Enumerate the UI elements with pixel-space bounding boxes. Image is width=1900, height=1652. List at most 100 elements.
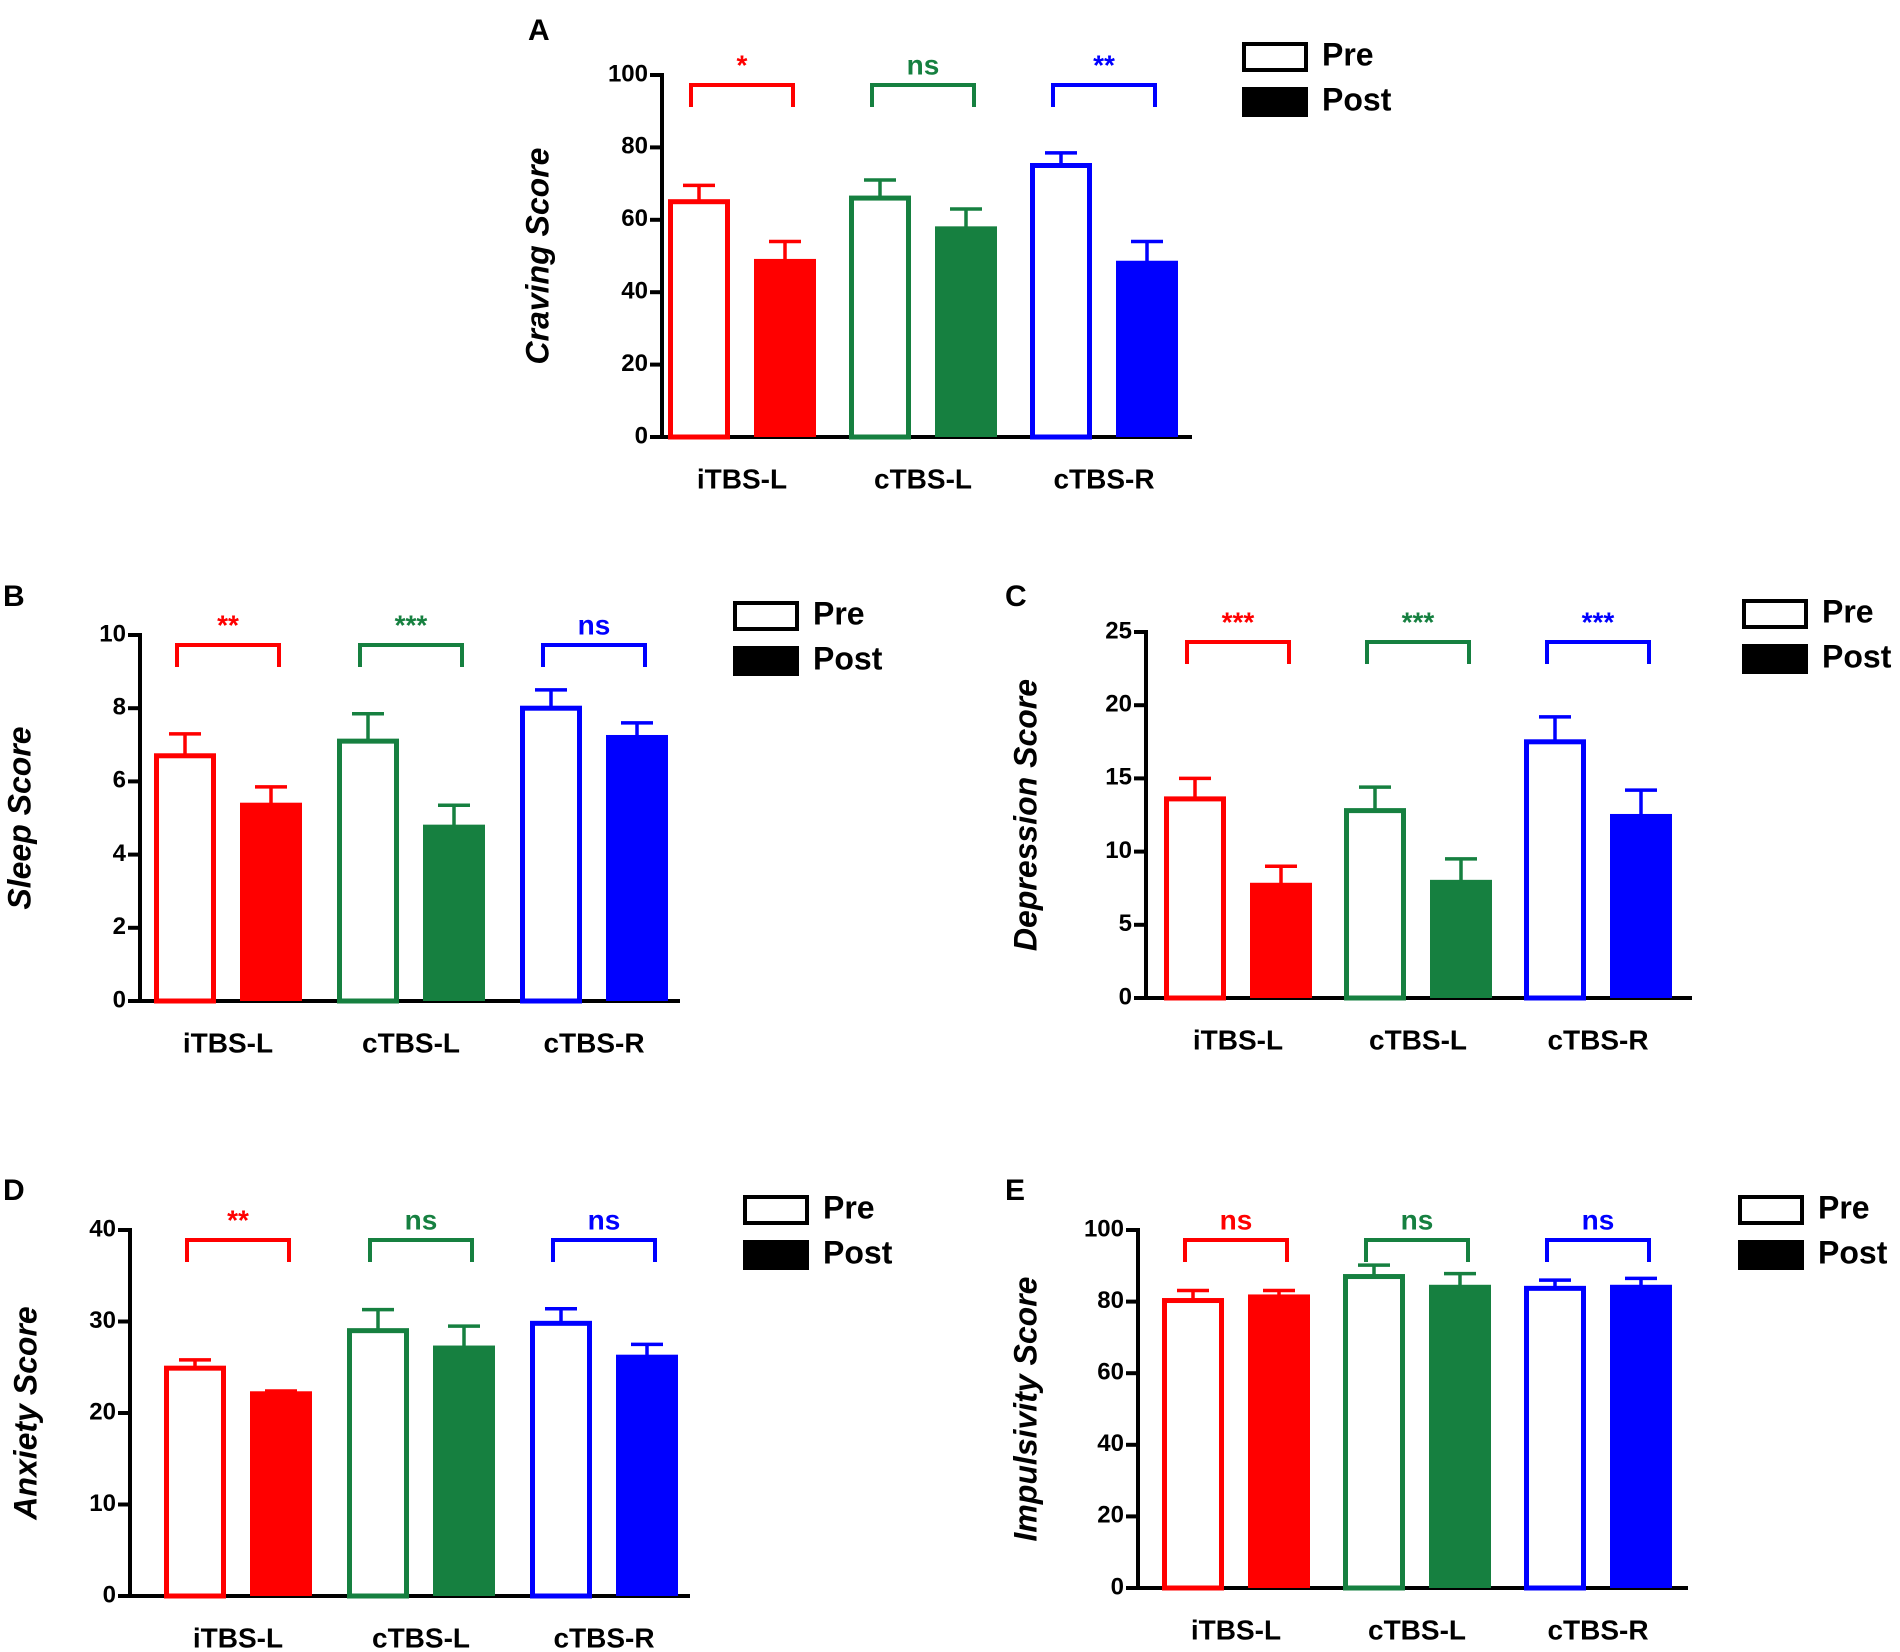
y-tick-label: 0 (1119, 983, 1132, 1010)
panel-label: C (1005, 580, 1027, 613)
y-tick-label: 0 (113, 986, 126, 1013)
y-tick-label: 60 (1097, 1359, 1124, 1386)
legend-swatch-post (1242, 87, 1308, 117)
legend-label: Pre (1818, 1189, 1870, 1225)
significance-label: ns (578, 609, 611, 640)
y-tick-label: 6 (113, 767, 126, 794)
significance-bracket (541, 643, 647, 667)
y-tick-label: 10 (89, 1490, 116, 1517)
y-tick-label: 20 (89, 1398, 116, 1425)
bar-pre (530, 1320, 592, 1599)
significance-bracket (1183, 1238, 1289, 1262)
significance-bracket (1365, 640, 1471, 664)
y-tick-label: 20 (1105, 691, 1132, 718)
chart-panel-b: B Sleep Score 0 2 4 6 8 10 iTBS-L ** cTBS-L *** cTBS… (1, 580, 882, 1058)
legend-swatch-post (743, 1240, 809, 1270)
y-tick-label: 100 (608, 60, 648, 87)
bar-post (1610, 813, 1672, 998)
y-tick-label: 80 (621, 133, 648, 160)
panel-label: E (1005, 1174, 1025, 1207)
y-axis-title: Sleep Score (1, 726, 37, 909)
bar-post (1429, 1284, 1491, 1588)
bar-post (240, 802, 302, 1001)
bar-post (754, 258, 816, 437)
bar-post (1250, 882, 1312, 998)
y-tick-label: 10 (1105, 837, 1132, 864)
significance-bracket (175, 643, 281, 667)
bar-pre (1524, 1285, 1586, 1591)
x-category-label: iTBS-L (183, 1027, 273, 1058)
bar-post (1248, 1294, 1310, 1588)
legend-swatch-pre (743, 1195, 809, 1225)
legend-label: Pre (1322, 36, 1374, 72)
bar-pre (164, 1365, 226, 1599)
legend-swatch-pre (1742, 599, 1808, 629)
x-category-label: iTBS-L (193, 1622, 283, 1652)
significance-bracket (870, 83, 976, 107)
y-tick-label: 15 (1105, 764, 1132, 791)
legend-label: Post (1822, 638, 1892, 674)
significance-label: ns (588, 1204, 621, 1235)
significance-label: *** (1222, 606, 1255, 637)
x-category-label: cTBS-R (1547, 1024, 1648, 1055)
y-tick-label: 10 (99, 620, 126, 647)
panel-label: D (3, 1174, 25, 1207)
significance-bracket (358, 643, 464, 667)
significance-label: *** (1582, 606, 1615, 637)
x-category-label: cTBS-L (372, 1622, 470, 1652)
significance-label: *** (395, 609, 428, 640)
significance-bracket (368, 1238, 474, 1262)
legend-label: Pre (1822, 593, 1874, 629)
significance-label: * (737, 49, 748, 80)
bar-pre (849, 195, 911, 440)
panel-label: A (528, 14, 550, 47)
bar-pre (1524, 739, 1586, 1001)
significance-label: ns (1582, 1204, 1615, 1235)
bar-post (606, 734, 668, 1001)
bar-pre (1164, 796, 1226, 1001)
bar-post (1610, 1284, 1672, 1588)
legend-swatch-post (733, 646, 799, 676)
y-axis-title: Craving Score (519, 148, 555, 365)
x-category-label: cTBS-R (543, 1027, 644, 1058)
bar-post (1116, 260, 1178, 437)
significance-bracket (551, 1238, 657, 1262)
y-tick-label: 2 (113, 913, 126, 940)
y-tick-label: 40 (1097, 1430, 1124, 1457)
significance-label: ** (1093, 49, 1115, 80)
x-category-label: iTBS-L (1193, 1024, 1283, 1055)
legend-label: Pre (813, 595, 865, 631)
legend-label: Post (1818, 1234, 1888, 1270)
significance-bracket (1185, 640, 1291, 664)
significance-label: *** (1402, 606, 1435, 637)
x-category-label: cTBS-R (553, 1622, 654, 1652)
bar-pre (1030, 163, 1092, 440)
y-axis-title: Impulsivity Score (1007, 1277, 1043, 1542)
chart-panel-c: C Depression Score 0 5 10 15 20 25 iTBS-L *** cTBS… (1005, 580, 1892, 1055)
y-tick-label: 30 (89, 1307, 116, 1334)
x-category-label: cTBS-R (1053, 463, 1154, 494)
bar-pre (1162, 1298, 1224, 1591)
bar-post (616, 1354, 678, 1596)
x-category-label: iTBS-L (1191, 1614, 1281, 1645)
bar-post (935, 226, 997, 437)
y-tick-label: 40 (89, 1215, 116, 1242)
bar-pre (347, 1328, 409, 1599)
x-category-label: cTBS-L (362, 1027, 460, 1058)
significance-bracket (185, 1238, 291, 1262)
significance-label: ns (1401, 1204, 1434, 1235)
x-category-label: cTBS-L (1369, 1024, 1467, 1055)
y-tick-label: 60 (621, 205, 648, 232)
significance-label: ns (907, 49, 940, 80)
bar-pre (1343, 1274, 1405, 1591)
legend-label: Post (1322, 81, 1392, 117)
legend-label: Post (813, 640, 883, 676)
y-tick-label: 0 (635, 422, 648, 449)
bar-pre (668, 199, 730, 440)
bar-post (423, 824, 485, 1001)
significance-label: ns (405, 1204, 438, 1235)
y-tick-label: 5 (1119, 910, 1132, 937)
chart-panel-e: E Impulsivity Score 0 20 40 60 80 100 iTBS-L ns cT… (1005, 1174, 1888, 1645)
significance-label: ** (227, 1204, 249, 1235)
